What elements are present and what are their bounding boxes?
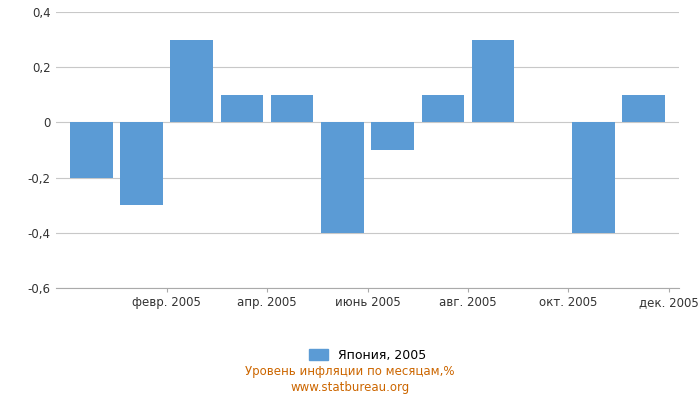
Bar [572, 122, 615, 233]
Bar [321, 122, 364, 233]
Text: Уровень инфляции по месяцам,%: Уровень инфляции по месяцам,% [245, 366, 455, 378]
Legend: Япония, 2005: Япония, 2005 [304, 344, 431, 367]
Bar [120, 122, 163, 205]
Bar [371, 122, 414, 150]
Bar [70, 122, 113, 178]
Text: www.statbureau.org: www.statbureau.org [290, 382, 410, 394]
Bar [472, 40, 514, 122]
Bar [622, 95, 665, 122]
Bar [220, 95, 263, 122]
Bar [271, 95, 314, 122]
Bar [170, 40, 213, 122]
Bar [421, 95, 464, 122]
